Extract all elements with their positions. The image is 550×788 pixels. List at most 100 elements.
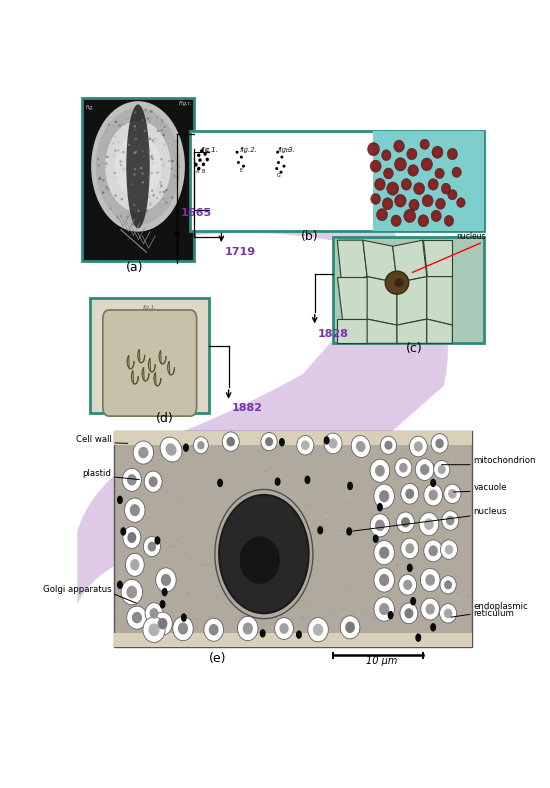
Ellipse shape [427, 496, 429, 498]
Ellipse shape [143, 617, 165, 642]
Ellipse shape [446, 612, 448, 614]
Ellipse shape [173, 175, 175, 177]
Ellipse shape [265, 604, 267, 605]
Ellipse shape [135, 155, 138, 158]
Ellipse shape [420, 464, 430, 475]
Ellipse shape [168, 443, 170, 445]
Circle shape [296, 630, 302, 639]
Ellipse shape [126, 168, 129, 170]
Ellipse shape [453, 466, 454, 467]
Ellipse shape [307, 547, 310, 549]
Ellipse shape [459, 581, 460, 582]
Ellipse shape [433, 639, 436, 641]
Ellipse shape [161, 121, 164, 124]
Ellipse shape [275, 167, 278, 170]
Ellipse shape [161, 119, 163, 121]
Ellipse shape [328, 485, 330, 486]
Ellipse shape [444, 537, 446, 540]
Ellipse shape [257, 450, 260, 452]
Ellipse shape [212, 444, 215, 447]
Ellipse shape [271, 448, 273, 451]
Ellipse shape [367, 455, 368, 457]
Ellipse shape [175, 539, 178, 542]
Ellipse shape [284, 593, 285, 595]
Circle shape [279, 438, 285, 447]
Ellipse shape [374, 597, 394, 621]
Ellipse shape [319, 463, 322, 465]
Ellipse shape [432, 491, 433, 492]
Ellipse shape [163, 554, 165, 556]
Ellipse shape [206, 443, 208, 445]
Ellipse shape [430, 629, 431, 630]
Ellipse shape [339, 639, 341, 641]
Ellipse shape [229, 485, 230, 486]
Ellipse shape [441, 183, 450, 194]
Ellipse shape [237, 161, 240, 164]
Ellipse shape [208, 515, 211, 518]
Ellipse shape [151, 189, 153, 192]
Ellipse shape [254, 598, 257, 600]
Ellipse shape [379, 547, 389, 559]
Ellipse shape [160, 437, 182, 462]
Ellipse shape [446, 515, 454, 526]
Ellipse shape [423, 567, 425, 568]
Ellipse shape [268, 597, 269, 598]
Ellipse shape [261, 600, 262, 601]
Ellipse shape [226, 444, 227, 445]
Ellipse shape [162, 164, 165, 167]
Ellipse shape [408, 582, 409, 584]
Ellipse shape [144, 471, 162, 492]
Ellipse shape [145, 216, 148, 218]
Ellipse shape [271, 589, 273, 591]
Ellipse shape [230, 567, 232, 570]
Ellipse shape [164, 575, 166, 577]
Ellipse shape [159, 191, 161, 194]
Ellipse shape [177, 144, 179, 147]
Ellipse shape [277, 597, 279, 600]
Text: (b): (b) [301, 230, 318, 243]
Ellipse shape [118, 125, 121, 127]
Ellipse shape [197, 154, 200, 157]
Ellipse shape [233, 611, 235, 612]
Ellipse shape [316, 455, 318, 458]
Ellipse shape [260, 452, 261, 453]
Ellipse shape [394, 278, 404, 287]
Ellipse shape [458, 499, 459, 500]
Ellipse shape [120, 198, 123, 200]
Ellipse shape [133, 173, 136, 176]
Ellipse shape [145, 603, 163, 624]
Ellipse shape [443, 457, 446, 459]
Ellipse shape [144, 437, 145, 438]
Ellipse shape [421, 598, 439, 620]
Ellipse shape [105, 162, 108, 165]
Ellipse shape [451, 505, 453, 507]
Ellipse shape [371, 146, 377, 153]
Ellipse shape [327, 622, 328, 623]
Polygon shape [427, 319, 452, 344]
Ellipse shape [303, 568, 305, 570]
Ellipse shape [365, 470, 367, 472]
Ellipse shape [385, 475, 387, 478]
Ellipse shape [424, 637, 426, 640]
Ellipse shape [256, 617, 258, 619]
Circle shape [346, 527, 352, 536]
Ellipse shape [160, 185, 163, 188]
Ellipse shape [381, 437, 397, 455]
Ellipse shape [128, 512, 129, 513]
Ellipse shape [178, 571, 179, 572]
Ellipse shape [381, 540, 383, 542]
Ellipse shape [374, 484, 394, 508]
Ellipse shape [406, 627, 409, 630]
Ellipse shape [164, 473, 166, 474]
Ellipse shape [162, 177, 165, 179]
Ellipse shape [398, 198, 403, 204]
Ellipse shape [230, 543, 232, 545]
Ellipse shape [421, 158, 432, 171]
Text: (e): (e) [209, 652, 227, 665]
Ellipse shape [459, 549, 460, 550]
Ellipse shape [431, 602, 432, 604]
Ellipse shape [146, 574, 147, 576]
Ellipse shape [279, 630, 281, 633]
Ellipse shape [404, 614, 405, 615]
Ellipse shape [342, 599, 344, 600]
